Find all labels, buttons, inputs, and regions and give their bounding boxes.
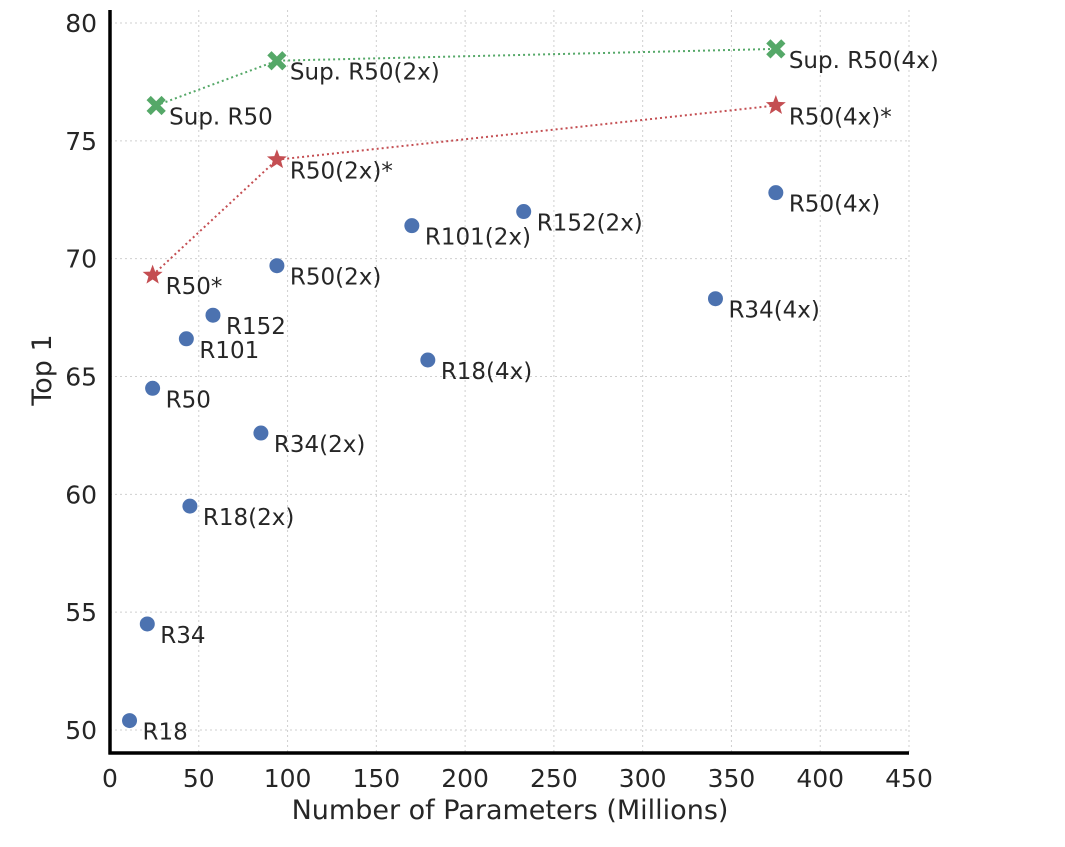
y-tick-label: 50 <box>65 716 97 745</box>
point-label: R101(2x) <box>425 225 531 251</box>
series-line <box>151 104 776 276</box>
point-marker <box>182 498 198 514</box>
y-axis-label: Top 1 <box>27 334 58 406</box>
x-tick-label: 150 <box>352 764 400 793</box>
point-marker <box>404 218 420 234</box>
point-marker <box>205 307 221 323</box>
x-tick-label: 450 <box>885 764 933 793</box>
point-marker <box>516 204 532 220</box>
x-tick-label: 250 <box>530 764 578 793</box>
point-labels: Sup. R50 Sup. R50(2x) Sup. R50(4x) R50* R50(… <box>143 48 939 746</box>
point-label: R50 <box>166 387 211 413</box>
series-line <box>155 47 776 107</box>
point-marker <box>253 425 269 441</box>
grid <box>110 10 910 753</box>
y-tick-label: 80 <box>65 9 97 38</box>
point-label: R152(2x) <box>537 211 643 237</box>
y-tick-label: 70 <box>65 245 97 274</box>
point-label: Sup. R50 <box>169 104 273 130</box>
point-label: R34(4x) <box>728 298 819 324</box>
star-marker <box>765 94 786 114</box>
y-tick-label: 55 <box>65 598 97 627</box>
x-tick-label: 300 <box>619 764 667 793</box>
point-marker <box>269 258 285 274</box>
axes <box>108 10 909 755</box>
star-marker <box>142 264 163 284</box>
x-tick-label: 0 <box>102 764 118 793</box>
star-marker <box>266 149 287 169</box>
data-markers <box>122 39 786 729</box>
point-marker <box>122 713 138 729</box>
x-marker <box>766 39 786 59</box>
x-tick-label: 200 <box>441 764 489 793</box>
point-label: R50(2x) <box>290 265 381 291</box>
point-label: R50* <box>166 274 223 300</box>
x-marker <box>146 95 166 116</box>
point-label: R18(4x) <box>441 359 532 385</box>
point-marker <box>768 185 784 201</box>
x-marker <box>267 51 287 71</box>
x-tick-label: 400 <box>796 764 844 793</box>
point-label: R18 <box>143 720 188 746</box>
series-lines <box>151 47 776 276</box>
point-marker <box>139 616 155 632</box>
point-label: R50(4x) <box>789 192 880 218</box>
y-tick-label: 75 <box>65 127 97 156</box>
tick-labels: 0 50 100 150 200 250 300 350 400 4505055606570758… <box>65 9 933 793</box>
x-axis-label: Number of Parameters (Millions) <box>292 795 729 826</box>
point-label: R152 <box>226 314 286 340</box>
x-tick-label: 50 <box>183 764 215 793</box>
point-marker <box>707 291 723 307</box>
point-label: R101 <box>199 338 259 364</box>
point-label: R34 <box>160 623 205 649</box>
point-label: R50(4x)* <box>789 104 892 130</box>
point-label: R34(2x) <box>274 432 365 458</box>
point-marker <box>178 331 194 347</box>
y-tick-label: 60 <box>65 480 97 509</box>
point-marker <box>145 380 161 396</box>
point-label: R18(2x) <box>203 505 294 531</box>
point-label: Sup. R50(4x) <box>789 48 939 74</box>
y-tick-label: 65 <box>65 363 97 392</box>
point-marker <box>420 352 436 368</box>
point-label: R50(2x)* <box>290 159 393 185</box>
x-tick-label: 350 <box>708 764 756 793</box>
x-tick-label: 100 <box>264 764 312 793</box>
point-label: Sup. R50(2x) <box>290 60 440 86</box>
